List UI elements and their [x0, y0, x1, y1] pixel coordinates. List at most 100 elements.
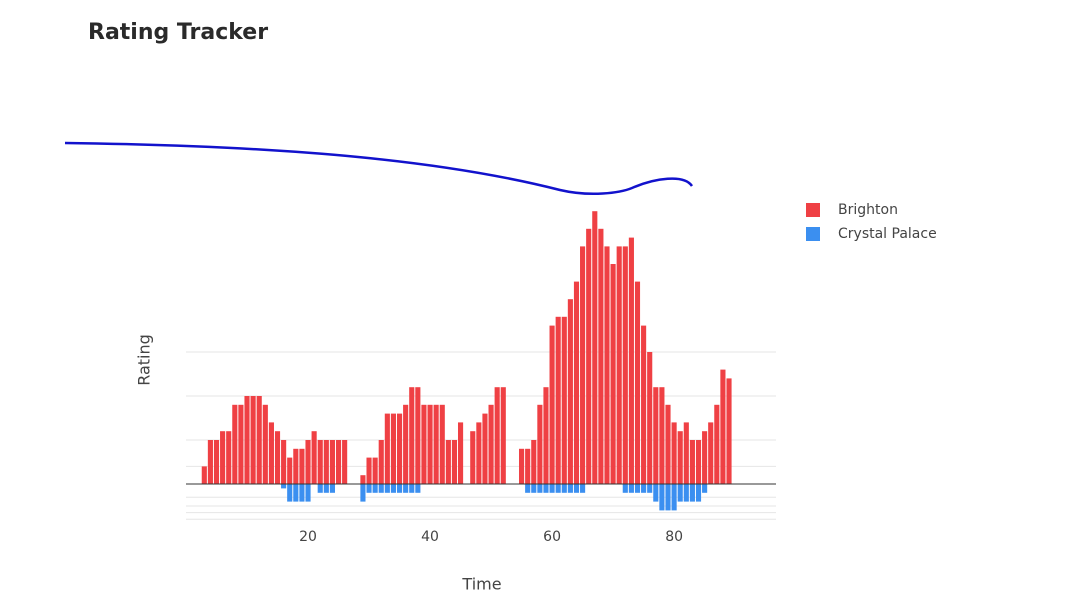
bar: [403, 484, 409, 493]
bar: [689, 484, 695, 502]
x-tick-label: 80: [665, 529, 683, 545]
bar: [287, 484, 293, 502]
bar: [549, 325, 555, 484]
bar: [390, 484, 397, 493]
bar: [220, 431, 226, 484]
bar: [537, 404, 543, 484]
bar: [378, 484, 384, 493]
bar: [647, 484, 653, 493]
y-axis-title: Rating: [135, 334, 154, 386]
bar: [299, 484, 305, 502]
bar: [287, 457, 293, 484]
bar: [543, 387, 549, 484]
bar: [372, 457, 378, 484]
bar: [671, 422, 677, 484]
bar: [366, 484, 372, 493]
bar: [396, 413, 403, 484]
bar: [653, 484, 659, 502]
bar: [573, 281, 580, 484]
bar: [525, 448, 531, 484]
bar: [561, 484, 567, 493]
bar: [525, 484, 531, 493]
bar: [641, 325, 647, 484]
bar: [433, 404, 439, 484]
bar: [457, 422, 464, 484]
legend-label[interactable]: Brighton: [838, 202, 898, 218]
bar: [714, 404, 720, 484]
bar: [641, 484, 647, 493]
bar: [604, 246, 610, 484]
bar: [708, 422, 714, 484]
bar: [702, 431, 708, 484]
bar: [573, 484, 580, 493]
bar: [390, 413, 397, 484]
bar: [531, 484, 537, 493]
bar: [384, 484, 390, 493]
bar: [262, 404, 268, 484]
bar: [323, 440, 329, 484]
bar: [580, 246, 586, 484]
bar: [580, 484, 586, 493]
annotation-stroke: [64, 141, 694, 195]
x-tick-label: 20: [299, 529, 317, 545]
bar: [299, 448, 305, 484]
chart-title: Rating Tracker: [88, 20, 268, 45]
bar: [360, 484, 366, 502]
bar: [537, 484, 543, 493]
bar: [519, 448, 525, 484]
x-axis-title: Time: [461, 575, 501, 594]
bar: [586, 228, 592, 484]
bar: [274, 431, 281, 484]
bar: [634, 281, 641, 484]
bar: [366, 457, 372, 484]
bar: [683, 484, 689, 502]
bar: [250, 396, 256, 484]
bar: [476, 422, 482, 484]
bar: [531, 440, 537, 484]
bar: [689, 440, 695, 484]
bar: [415, 387, 421, 484]
legend-swatch[interactable]: [806, 227, 820, 241]
bar: [268, 422, 274, 484]
bar: [317, 484, 323, 493]
bar: [543, 484, 549, 493]
bar: [409, 484, 415, 493]
bar: [378, 440, 384, 484]
bar: [232, 404, 238, 484]
bar: [396, 484, 403, 493]
bar: [293, 484, 299, 502]
legend-label[interactable]: Crystal Palace: [838, 226, 937, 242]
bar: [323, 484, 329, 493]
bar: [628, 237, 634, 484]
bar: [726, 378, 732, 484]
bar: [628, 484, 634, 493]
bar: [647, 352, 653, 484]
legend-swatch[interactable]: [806, 203, 820, 217]
bar: [470, 431, 476, 484]
bar: [720, 369, 726, 484]
bar: [555, 316, 561, 484]
bar: [659, 484, 665, 511]
bar: [439, 404, 445, 484]
bar: [335, 440, 342, 484]
bar: [244, 396, 250, 484]
bar: [702, 484, 708, 493]
bar: [238, 404, 244, 484]
bar: [567, 484, 573, 493]
bar: [372, 484, 378, 493]
bar: [488, 404, 494, 484]
bar: [360, 475, 366, 484]
bar: [305, 440, 311, 484]
bar: [293, 448, 299, 484]
bar: [201, 466, 207, 484]
bar: [445, 440, 451, 484]
bar: [281, 440, 287, 484]
bar: [549, 484, 555, 493]
bar: [281, 484, 287, 489]
bar: [665, 404, 671, 484]
bar: [622, 246, 628, 484]
bar: [409, 387, 415, 484]
bar: [665, 484, 671, 511]
